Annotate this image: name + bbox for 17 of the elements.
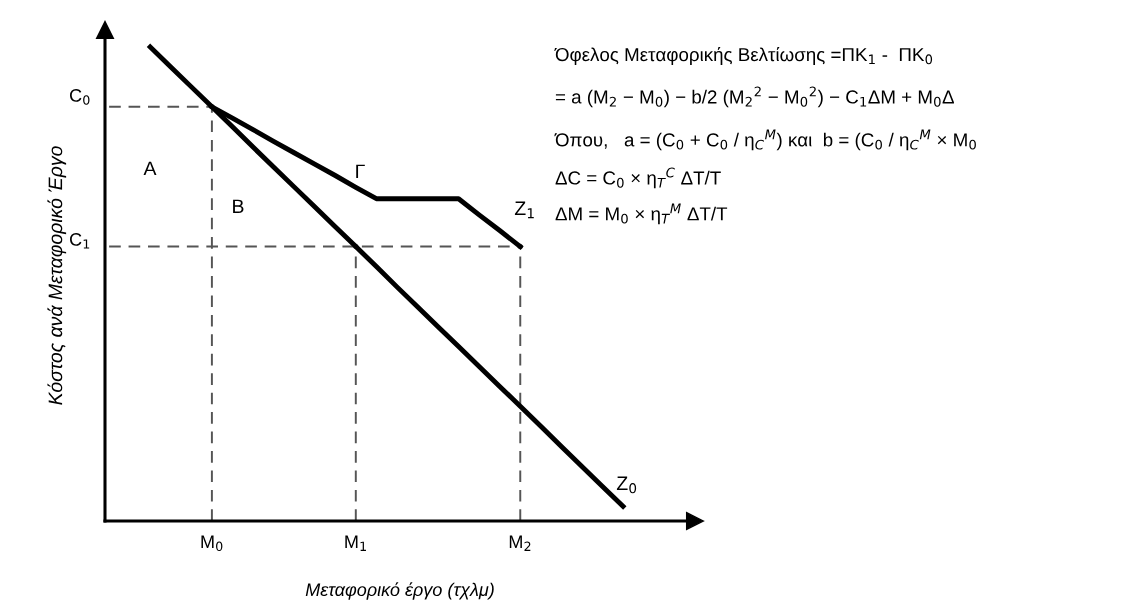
x-tick-label: M$_{0}$ <box>201 535 223 552</box>
text: C$_{1}$ <box>69 233 90 249</box>
annotation: B <box>233 199 244 214</box>
annotation: ΔM = M$_{0}$ × η$_{T}$$^{M}$ ΔT/T <box>555 203 728 225</box>
annotation: Γ <box>356 164 365 179</box>
text: = a (M$_{2}$ − M$_{0}$) − b/2 (M$_{2}$$^{2}$ − M$_{0}$$^{2}$) − C$_{1}$ΔM + M$_{0}$Δ <box>555 86 954 108</box>
annotation: A <box>143 161 157 176</box>
annotation: ΔC = C$_{0}$ × η$_{T}$$^{C}$ ΔT/T <box>555 167 721 189</box>
annotation: Z$_{0}$ <box>616 476 637 494</box>
text: Όπου, a = (C$_{0}$ + C$_{0}$ / η$_{C}$$^{M}$) και b = (C$_{0}$ / η$_{C}$$^{M}$ × M$_{0}$ <box>554 129 976 151</box>
x-axis-title: Μεταφορικό έργο (τχλμ) <box>305 582 494 600</box>
text: C$_{0}$ <box>69 89 90 105</box>
annotation: Όφελος Μεταφορικής Βελτίωσης =ΠΚ$_{1}$ - ΠΚ$_{0}$ <box>554 46 933 65</box>
y-axis-title: Κόστος ανά Μεταφορικό Έργο <box>47 146 67 405</box>
x-tick-label: M$_{2}$ <box>509 535 531 551</box>
x-tick-label: M$_{1}$ <box>345 535 366 551</box>
annotation: Z$_{1}$ <box>514 201 534 219</box>
